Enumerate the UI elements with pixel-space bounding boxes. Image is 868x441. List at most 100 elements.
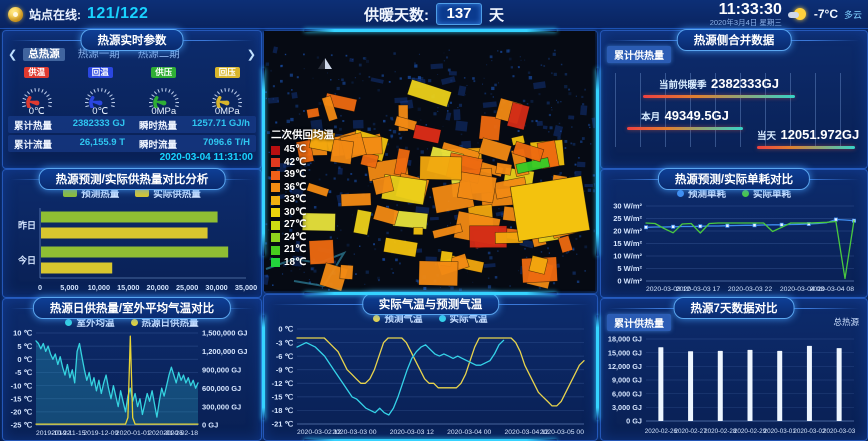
map-legend-label: 27℃ <box>284 219 307 231</box>
legend-label: 实际供热量 <box>153 189 201 200</box>
tab-heat-source-0[interactable]: 总热源 <box>23 47 65 61</box>
stat-label: 瞬时流量 <box>139 139 178 151</box>
map-legend-swatch <box>271 258 280 268</box>
svg-text:昨日: 昨日 <box>18 220 36 231</box>
chevron-right-icon[interactable] <box>247 48 256 61</box>
svg-text:25 W/m²: 25 W/m² <box>613 214 642 223</box>
map-legend-label: 45℃ <box>284 144 307 156</box>
gradient-bar <box>627 127 743 130</box>
daily-heat-temp-chart: 10 ℃ 5 ℃ 0 ℃ -5 ℃ -10 ℃ -15 ℃ -20 ℃ -25 ℃ 1,500,… <box>11 329 248 437</box>
map-legend-item-3: 36℃ <box>271 182 334 195</box>
map-legend-label: 39℃ <box>284 169 307 181</box>
svg-text:-20 ℃: -20 ℃ <box>11 408 33 417</box>
panel-unit-consumption: 热源预测/实际单耗对比 预测单耗 实际单耗 30 W/m² 25 W/m² 20 W/… <box>600 168 868 298</box>
svg-text:25,000: 25,000 <box>176 283 198 292</box>
legend-item-0[interactable]: 预测热量 <box>63 186 119 200</box>
panel-title-seven-day: 热源7天数据对比 <box>673 297 795 319</box>
svg-text:15 W/m²: 15 W/m² <box>613 239 642 248</box>
city-heat-map[interactable] <box>264 31 595 291</box>
merged-item-month: 本月 49349.5GJ <box>627 107 743 130</box>
map-legend-label: 33℃ <box>284 194 307 206</box>
legend-item-1[interactable]: 实际供热量 <box>135 186 201 200</box>
svg-text:-9 ℃: -9 ℃ <box>276 365 294 374</box>
svg-text:3,000 GJ: 3,000 GJ <box>612 403 642 412</box>
temp-compare-legend: 预测气温 实际气温 <box>264 311 597 325</box>
data-timestamp: 2020-03-04 11:31:00 <box>159 152 253 163</box>
daily-chart-legend: 室外均温 热源日供热量 <box>3 315 261 329</box>
svg-text:2020-03-04 00: 2020-03-04 00 <box>447 429 491 436</box>
panel-city-map: 二次供回均温 45℃ 42℃ 39℃ 36℃ 33℃ 30℃ 27℃ 24℃ 21℃ 18℃ <box>262 29 599 295</box>
legend-item-0[interactable]: 预测气温 <box>373 311 423 325</box>
panel-title-merged: 热源侧合并数据 <box>676 29 792 51</box>
map-legend-item-7: 24℃ <box>271 232 334 245</box>
legend-item-0[interactable]: 预测单耗 <box>676 186 726 200</box>
svg-text:0 W/m²: 0 W/m² <box>617 277 642 286</box>
svg-text:2020-03-05 00: 2020-03-05 00 <box>540 429 584 436</box>
svg-text:0 GJ: 0 GJ <box>626 417 642 426</box>
seven-day-chart: 18,000 GJ 15,000 GJ 12,000 GJ 9,000 GJ 6,000… <box>608 335 856 435</box>
unit-consumption-legend: 预测单耗 实际单耗 <box>601 186 867 200</box>
sun-cloud-icon <box>787 6 808 22</box>
heating-days-unit: 天 <box>488 6 505 24</box>
cumulative-heat-badge[interactable]: 累计供热量 <box>607 46 671 63</box>
legend-item-1[interactable]: 实际气温 <box>438 311 488 325</box>
svg-text:今日: 今日 <box>17 255 36 266</box>
merged-item-label: 当天 <box>757 131 777 142</box>
map-legend-title: 二次供回均温 <box>271 129 334 141</box>
gradient-bar <box>643 95 795 98</box>
legend-item-0[interactable]: 室外均温 <box>65 315 115 329</box>
panel-title-unit: 热源预测/实际单耗对比 <box>657 168 811 190</box>
clock: 11:33:30 2020年3月4日 星期三 <box>710 0 782 27</box>
stat-label: 瞬时热量 <box>139 120 178 132</box>
svg-text:6,000 GJ: 6,000 GJ <box>612 389 642 398</box>
stat-label: 累计热量 <box>14 120 53 132</box>
svg-text:5 W/m²: 5 W/m² <box>617 264 642 273</box>
cumulative-heat-badge[interactable]: 累计供热量 <box>607 314 671 331</box>
gauge-value: 0MPa <box>214 106 240 117</box>
svg-text:2020-03-03 17: 2020-03-03 17 <box>676 286 720 293</box>
svg-text:20 W/m²: 20 W/m² <box>613 227 642 236</box>
merged-item-label: 本月 <box>641 112 661 123</box>
svg-text:-3 ℃: -3 ℃ <box>276 338 294 347</box>
legend-swatch <box>65 318 73 326</box>
svg-text:10 ℃: 10 ℃ <box>13 329 32 338</box>
gauge-dial-icon <box>212 88 243 108</box>
panel-title-realtime: 热源实时参数 <box>80 29 184 51</box>
svg-text:2020-02-27: 2020-02-27 <box>674 428 707 435</box>
realtime-stats: 累计热量 2382333 GJ 瞬时热量 1257.71 GJ/h 累计流量 26,155… <box>8 116 256 154</box>
legend-item-1[interactable]: 热源日供热量 <box>130 315 199 329</box>
topbar: 站点在线: 121/122 供暖天数: 137 天 11:33:30 2020年… <box>0 0 868 29</box>
map-legend-swatch <box>271 220 280 230</box>
svg-text:2020-03-02: 2020-03-02 <box>793 428 826 435</box>
legend-swatch <box>135 189 150 197</box>
station-online: 站点在线: 121/122 <box>8 5 148 23</box>
merged-item-today: 当天 12051.972GJ <box>757 126 859 149</box>
heating-days-value: 137 <box>435 3 482 25</box>
map-legend-item-2: 39℃ <box>271 169 334 182</box>
svg-text:2020-01-25: 2020-01-25 <box>148 430 183 437</box>
legend-item-1[interactable]: 实际单耗 <box>742 186 791 200</box>
heating-days-label: 供暖天数: <box>363 6 429 24</box>
svg-text:2020-01-01: 2020-01-01 <box>116 430 151 437</box>
map-legend-item-9: 18℃ <box>271 257 334 270</box>
legend-swatch <box>373 314 381 322</box>
map-legend-label: 24℃ <box>284 231 307 243</box>
map-legend-item-6: 27℃ <box>271 219 334 232</box>
gauge-dial-icon <box>21 88 52 108</box>
location-pin-icon <box>8 6 23 22</box>
svg-text:-5 ℃: -5 ℃ <box>15 368 33 377</box>
clock-time: 11:33:30 <box>718 0 782 18</box>
svg-text:2020-03-03 22: 2020-03-03 22 <box>728 286 772 293</box>
svg-text:0 ℃: 0 ℃ <box>17 355 32 364</box>
chevron-left-icon[interactable] <box>8 48 17 61</box>
panel-heat-compare: 热源预测/实际供热量对比分析 预测热量 实际供热量 0 5,000 10,000 15,… <box>2 168 262 298</box>
svg-text:1,500,000 GJ: 1,500,000 GJ <box>202 329 247 338</box>
stat-row: 累计流量 26,155.9 T 瞬时流量 7096.6 T/H <box>8 135 256 152</box>
map-legend-label: 21℃ <box>284 244 307 256</box>
legend-swatch <box>742 189 749 197</box>
panel-seven-day: 热源7天数据对比 累计供热量 总热源 18,000 GJ 15,000 GJ 12,… <box>600 297 868 441</box>
gauge-dial-icon <box>85 88 116 108</box>
panel-daily-heat-temp: 热源日供热量/室外平均气温对比 室外均温 热源日供热量 10 ℃ 5 ℃ 0 ℃ -5 … <box>2 297 262 441</box>
